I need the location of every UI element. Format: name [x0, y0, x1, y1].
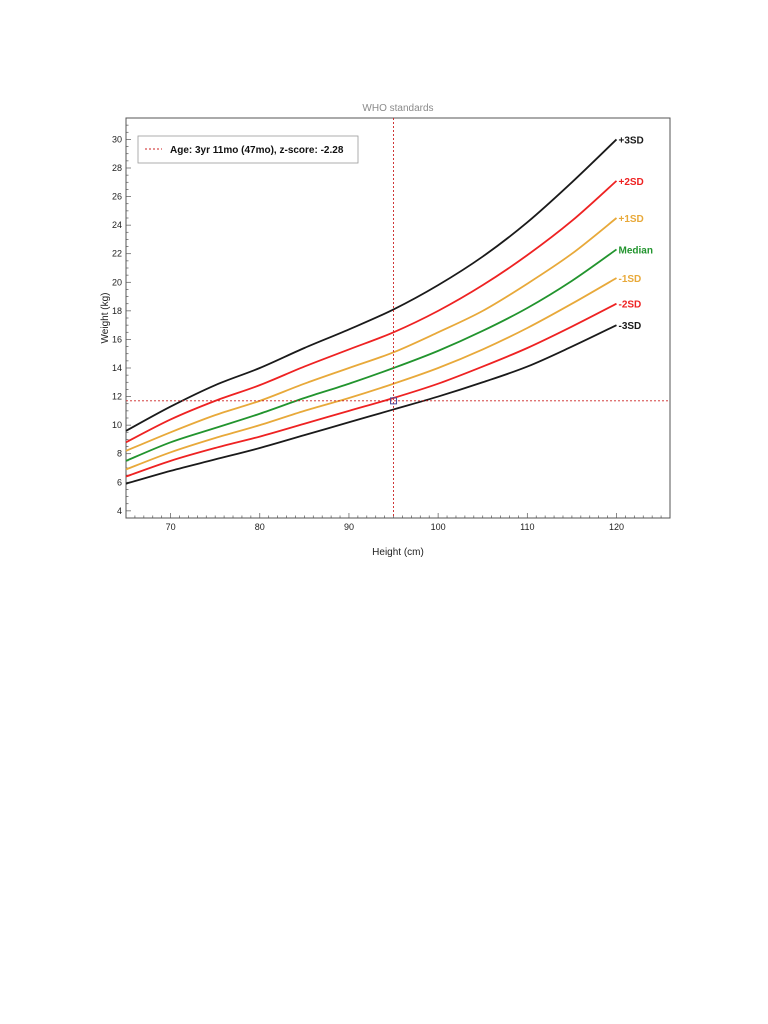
y-tick-label: 24	[112, 220, 122, 230]
y-tick-label: 8	[117, 449, 122, 459]
series-label: -2SD	[618, 300, 641, 311]
series-line-2sd	[125, 180, 618, 444]
series-lines	[125, 138, 618, 485]
y-tick-label: 14	[112, 363, 122, 373]
y-tick-label: 12	[112, 392, 122, 402]
y-axis-label: Weight (kg)	[100, 293, 111, 344]
x-tick-label: 120	[609, 522, 624, 532]
x-tick-label: 80	[255, 522, 265, 532]
series-label: +3SD	[618, 135, 643, 146]
y-tick-label: 28	[112, 163, 122, 173]
series-label: Median	[618, 245, 652, 256]
y-tick-label: 26	[112, 192, 122, 202]
y-tick-label: 20	[112, 277, 122, 287]
series-line-1sd	[125, 277, 617, 471]
y-tick-label: 30	[112, 134, 122, 144]
series-label: -3SD	[618, 321, 641, 332]
series-line-3sd	[125, 138, 618, 432]
x-tick-label: 90	[344, 522, 354, 532]
x-tick-label: 70	[166, 522, 176, 532]
y-tick-label: 10	[112, 420, 122, 430]
series-line-median	[125, 248, 618, 462]
legend-box	[137, 135, 359, 164]
x-tick-label: 110	[520, 522, 534, 532]
plot-area	[125, 117, 671, 519]
axis-ticks: 70 80 90 100 110 120 4 6 8 10 12 14 16 18 20 22 24 26 28 30	[112, 117, 671, 532]
y-tick-label: 22	[112, 249, 122, 259]
series-label: -1SD	[618, 274, 641, 285]
series-labels: +3SD +2SD +1SD Median -1SD -2SD -3SD	[618, 135, 652, 332]
series-line-3sd	[125, 324, 617, 485]
y-tick-label: 6	[117, 477, 122, 487]
chart-title: WHO standards	[362, 103, 433, 114]
series-label: +1SD	[618, 214, 643, 225]
x-axis-label: Height (cm)	[372, 547, 424, 558]
y-tick-label: 4	[117, 506, 122, 516]
series-line-2sd	[125, 302, 617, 478]
y-tick-label: 16	[112, 334, 122, 344]
data-point-marker	[390, 397, 398, 405]
legend: Age: 3yr 11mo (47mo), z-score: -2.28	[137, 135, 359, 164]
x-tick-label: 100	[431, 522, 446, 532]
y-tick-label: 18	[112, 306, 122, 316]
legend-text: Age: 3yr 11mo (47mo), z-score: -2.28	[170, 145, 344, 156]
crosshair	[126, 118, 670, 518]
series-label: +2SD	[618, 177, 643, 188]
series-line-1sd	[125, 217, 618, 452]
